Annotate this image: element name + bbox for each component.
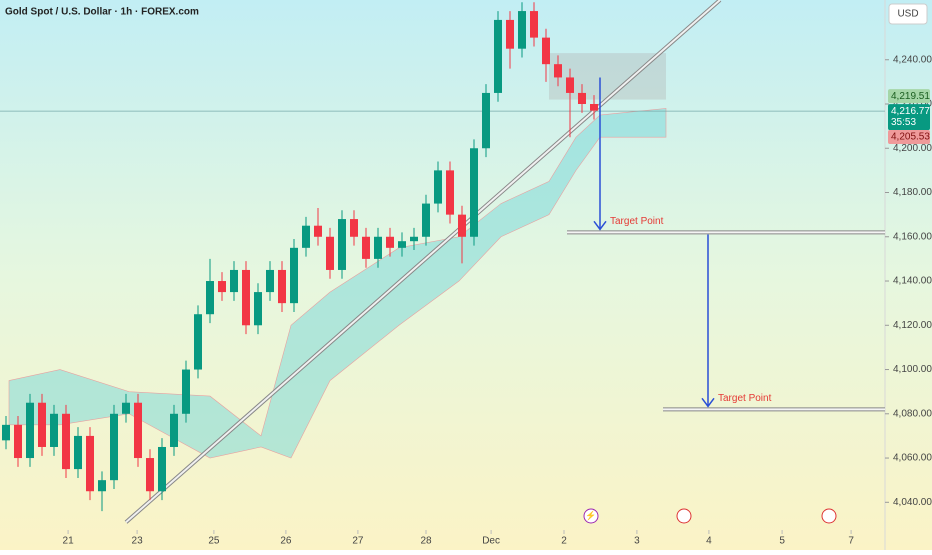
currency-box[interactable]: [888, 3, 928, 25]
y-tick-label: 4,040.00: [893, 497, 932, 508]
x-tick-label: 21: [63, 536, 75, 547]
candle-body: [110, 413, 118, 481]
candle-body: [26, 402, 34, 459]
x-tick-label: 2: [561, 536, 567, 547]
x-tick-label: Dec: [482, 536, 500, 547]
event-icons: ⚡: [583, 508, 837, 524]
candle-body: [314, 225, 322, 237]
x-tick-label: 5: [779, 536, 785, 547]
candle-body: [446, 170, 454, 215]
candle-body: [86, 435, 94, 492]
arrow-head: [701, 397, 715, 408]
y-tick-label: 4,100.00: [893, 364, 932, 375]
chart-title: Gold Spot / U.S. Dollar · 1h · FOREX.com: [5, 7, 199, 18]
x-tick-label: 26: [280, 536, 292, 547]
candle-body: [518, 11, 526, 49]
candle-body: [350, 219, 358, 237]
candle-body: [182, 369, 190, 414]
candle-body: [62, 413, 70, 470]
candle-body: [230, 269, 238, 293]
candle-body: [434, 170, 442, 204]
last-price-box: [888, 104, 930, 131]
candle-body: [74, 435, 82, 470]
y-tick-label: 4,140.00: [893, 276, 932, 287]
candle-body: [566, 77, 574, 93]
candle-body: [242, 269, 250, 326]
candle-body: [158, 446, 166, 492]
candle-body: [422, 203, 430, 237]
ask-box: [888, 130, 930, 145]
countdown: 35:53: [891, 117, 916, 128]
y-tick-label: 4,180.00: [893, 187, 932, 198]
candle-body: [2, 424, 10, 441]
y-tick-label: 4,060.00: [893, 453, 932, 464]
target-label: Target Point: [718, 393, 772, 404]
candle-body: [506, 19, 514, 49]
candle-body: [374, 236, 382, 259]
x-tick-label: 28: [420, 536, 432, 547]
candle-body: [590, 104, 598, 111]
y-tick-label: 4,240.00: [893, 54, 932, 65]
y-tick-label: 4,160.00: [893, 231, 932, 242]
candle-body: [194, 314, 202, 370]
cloud: [8, 108, 667, 459]
y-tick-label: 4,220.00: [893, 99, 932, 110]
candle-body: [290, 247, 298, 304]
candle-body: [218, 281, 226, 293]
candle-body: [206, 281, 214, 315]
candle-body: [338, 219, 346, 270]
bid-label: 4,219.51: [891, 91, 930, 102]
candle-body: [326, 236, 334, 270]
target-label: Target Point: [610, 216, 664, 227]
candle-body: [554, 64, 562, 78]
arrow-head: [593, 220, 607, 231]
candle-body: [386, 236, 394, 248]
y-tick-label: 4,120.00: [893, 320, 932, 331]
candle-body: [578, 92, 586, 104]
candle-body: [50, 413, 58, 447]
bid-box: [888, 89, 930, 104]
trendline-inner: [125, 0, 721, 523]
x-tick-label: 25: [208, 536, 220, 547]
x-tick-label: 4: [706, 536, 712, 547]
candle-body: [458, 214, 466, 237]
candle-body: [266, 269, 274, 293]
candle-body: [254, 292, 262, 326]
candle-body: [302, 225, 310, 248]
ask-label: 4,205.53: [891, 132, 930, 143]
candle-body: [530, 11, 538, 38]
x-tick-label: 27: [352, 536, 364, 547]
candle-body: [482, 92, 490, 149]
candle-body: [134, 402, 142, 459]
candle-body: [494, 19, 502, 93]
x-tick-label: 23: [132, 536, 144, 547]
candle-body: [410, 236, 418, 242]
candle-body: [278, 269, 286, 304]
last-price-label: 4,216.77: [891, 106, 930, 117]
x-tick-label: 7: [848, 536, 854, 547]
candle-body: [146, 458, 154, 492]
candle-body: [14, 424, 22, 459]
candle-body: [122, 402, 130, 414]
candle-body: [98, 480, 106, 492]
candle-body: [398, 241, 406, 248]
currency[interactable]: USD: [897, 9, 918, 20]
candle-body: [38, 402, 46, 447]
y-tick-label: 4,200.00: [893, 143, 932, 154]
x-tick-label: 3: [634, 536, 640, 547]
svg-text:⚡: ⚡: [585, 509, 596, 521]
candle-body: [362, 236, 370, 259]
candle-body: [470, 148, 478, 237]
candle-body: [170, 413, 178, 447]
candle-body: [542, 37, 550, 65]
y-tick-label: 4,080.00: [893, 408, 932, 419]
